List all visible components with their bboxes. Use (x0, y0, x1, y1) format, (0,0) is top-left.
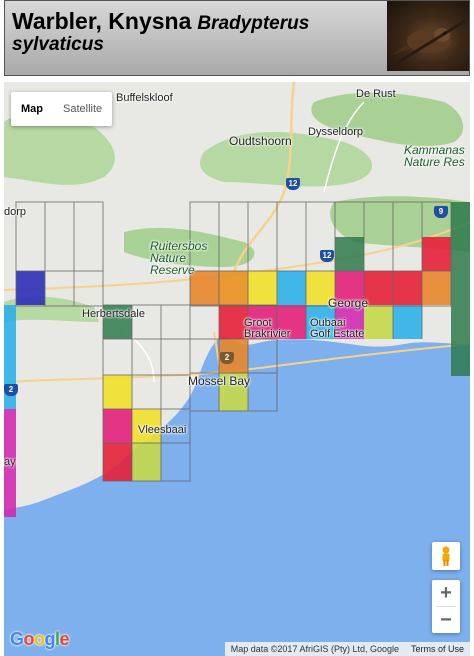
species-photo (387, 1, 469, 71)
place-ay: ay (4, 456, 16, 468)
map-attribution: Map data ©2017 AfriGIS (Pty) Ltd, Google… (224, 642, 470, 656)
zoom-in-button[interactable]: + (440, 582, 452, 604)
grid-cell[interactable] (393, 305, 422, 339)
grid-cell[interactable] (103, 409, 132, 443)
road-shield-9: 9 (434, 206, 448, 218)
map-type-control: Map Satellite (11, 92, 113, 126)
grid-cell[interactable] (422, 237, 451, 271)
grid-cell[interactable] (132, 443, 161, 481)
place-dorp: dorp (4, 206, 27, 218)
grid-cell[interactable] (103, 443, 132, 481)
zoom-control: + − (432, 580, 460, 633)
grid-cell[interactable] (364, 271, 393, 305)
place-oudtshoorn: Oudtshoorn (229, 134, 292, 148)
grid-cell[interactable] (335, 305, 364, 339)
grid-cell[interactable] (219, 271, 248, 305)
grid-cell[interactable] (219, 373, 248, 411)
place-kammanassie: Kammanas Nature Res (404, 143, 465, 169)
common-name: Warbler, Knysna (12, 8, 192, 34)
grid-cell[interactable] (335, 271, 364, 305)
place-groot-brakrivier: Groot Brakrivier (244, 317, 291, 340)
grid-cell[interactable] (4, 305, 16, 409)
place-vleesbaai: Vleesbaai (138, 424, 187, 436)
place-oubaai: Oubaai Golf Estate (310, 317, 365, 340)
place-ruitersbos: Ruitersbos Nature Reserve (150, 239, 208, 277)
road-shield-12: 12 (320, 250, 334, 262)
zoom-divider (436, 606, 456, 607)
grid-cell[interactable] (248, 305, 277, 339)
grid-cell[interactable] (277, 271, 306, 305)
road-shield-2: 2 (220, 352, 234, 364)
grid-cell[interactable] (132, 409, 161, 443)
grid-outlines (15, 201, 452, 482)
road-shield-2: 2 (4, 384, 18, 396)
grid-cell[interactable] (422, 271, 451, 305)
scientific-name: Bradypterus sylvaticus (12, 13, 310, 55)
map-base (4, 82, 470, 517)
map-type-satellite-button[interactable]: Satellite (63, 103, 103, 115)
grid-cell[interactable] (103, 375, 132, 409)
place-buffelskloof: Buffelskloof (116, 92, 173, 104)
occurrence-grid (4, 202, 470, 517)
terms-of-use-link[interactable]: Terms of Use (404, 642, 470, 656)
species-header: Warbler, Knysna Bradypterus sylvaticus (4, 0, 470, 76)
place-george: George (328, 296, 369, 310)
grid-cell[interactable] (219, 305, 248, 339)
map-type-map-button[interactable]: Map (21, 103, 43, 115)
grid-cell[interactable] (364, 305, 393, 339)
grid-cell[interactable] (306, 271, 335, 305)
distribution-map[interactable]: Buffelskloof De Rust Oudtshoorn Dysseldo… (4, 82, 470, 656)
street-view-pegman[interactable] (432, 542, 460, 570)
pegman-icon (442, 546, 450, 566)
place-de-rust: De Rust (356, 88, 396, 100)
map-data-attribution: Map data ©2017 AfriGIS (Pty) Ltd, Google (224, 642, 405, 656)
grid-cell[interactable] (248, 271, 277, 305)
grid-cell[interactable] (306, 305, 335, 339)
grid-cell[interactable] (393, 271, 422, 305)
place-herbertsdale: Herbertsdale (82, 308, 145, 320)
zoom-out-button[interactable]: − (440, 609, 452, 631)
place-dysseldorp: Dysseldorp (308, 126, 364, 138)
grid-cell[interactable] (451, 202, 470, 376)
road-shield-12: 12 (286, 178, 300, 190)
grid-cell[interactable] (103, 305, 132, 339)
grid-cell[interactable] (4, 409, 16, 517)
google-logo[interactable]: Google (10, 629, 70, 649)
species-title: Warbler, Knysna Bradypterus sylvaticus (12, 8, 382, 55)
grid-cell[interactable] (277, 305, 306, 339)
grid-cell[interactable] (16, 271, 45, 305)
grid-cell[interactable] (335, 237, 364, 271)
place-mossel-bay: Mossel Bay (188, 374, 251, 388)
grid-cell[interactable] (190, 271, 219, 305)
